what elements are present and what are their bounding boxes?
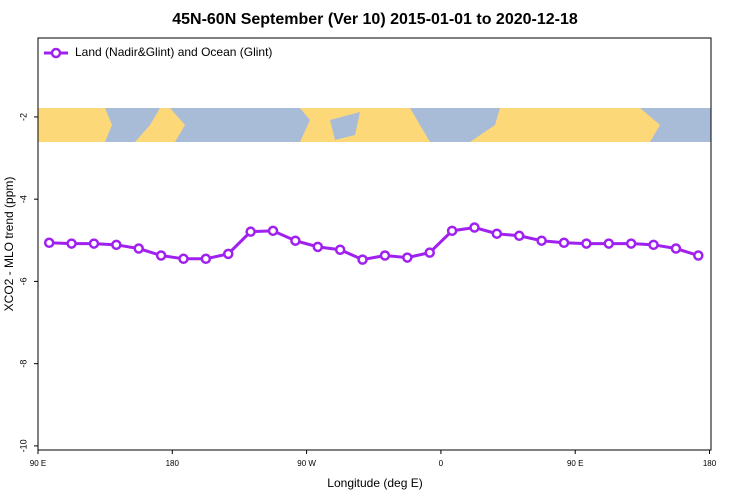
data-point — [446, 225, 458, 237]
data-point — [491, 228, 503, 239]
data-point — [133, 243, 144, 254]
data-point — [558, 237, 570, 249]
data-point — [290, 235, 301, 246]
data-point — [536, 235, 547, 246]
data-point — [245, 226, 256, 237]
x-tick-label: 180 — [166, 459, 180, 468]
x-tick-label: 90 E — [30, 459, 46, 468]
plot-frame — [37, 37, 712, 451]
data-point — [424, 247, 435, 258]
y-tick-label: -10 — [18, 439, 28, 452]
y-tick-label: -4 — [18, 195, 28, 203]
data-point — [200, 253, 212, 265]
map-strip — [38, 108, 711, 142]
data-point — [402, 252, 413, 263]
data-point — [513, 230, 525, 242]
y-tick-label: -6 — [18, 277, 28, 285]
data-point — [603, 238, 615, 249]
chart-title: 45N-60N September (Ver 10) 2015-01-01 to… — [172, 11, 578, 28]
y-tick-label: -8 — [18, 360, 28, 368]
data-point — [693, 250, 704, 261]
data-point — [670, 243, 682, 254]
data-point — [88, 238, 100, 249]
x-tick-label: 180 — [703, 459, 717, 468]
data-point — [581, 238, 592, 249]
data-point — [267, 225, 279, 237]
data-point — [334, 244, 346, 256]
data-point — [223, 248, 234, 260]
data-point — [178, 253, 189, 265]
data-point — [357, 254, 368, 265]
data-point — [312, 241, 324, 253]
y-tick-label: -2 — [18, 113, 28, 121]
x-tick-label: 90 W — [297, 459, 316, 468]
series-line — [49, 226, 699, 262]
x-axis-label: Longitude (deg E) — [327, 476, 422, 490]
data-point — [625, 238, 637, 249]
x-tick-label: 90 E — [567, 459, 583, 468]
legend-label: Land (Nadir&Glint) and Ocean (Glint) — [75, 45, 272, 59]
data-point — [66, 238, 77, 249]
data-point — [379, 250, 391, 261]
legend-marker — [50, 47, 62, 59]
data-point — [648, 239, 659, 251]
data-point — [111, 239, 122, 251]
x-tick-label: 0 — [439, 459, 444, 468]
y-axis-label: XCO2 - MLO trend (ppm) — [2, 177, 16, 312]
data-point — [43, 237, 55, 249]
data-point — [469, 222, 480, 233]
data-point — [155, 250, 167, 261]
